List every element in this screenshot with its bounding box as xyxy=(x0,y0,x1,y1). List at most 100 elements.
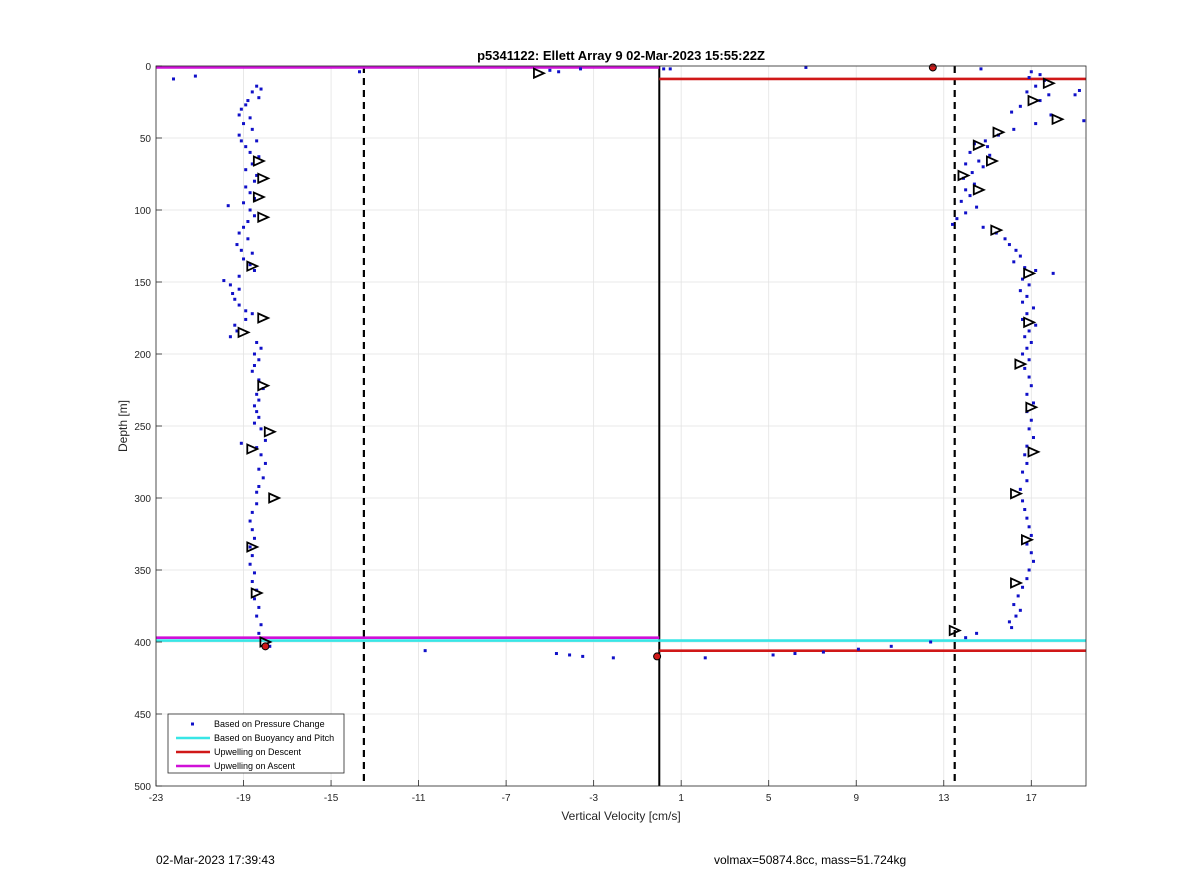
pressure-change-point xyxy=(568,653,572,657)
footer-timestamp: 02-Mar-2023 17:39:43 xyxy=(156,853,275,867)
pressure-change-point xyxy=(257,358,261,362)
pressure-change-point xyxy=(252,214,256,218)
pressure-change-point xyxy=(257,415,261,419)
pressure-change-point xyxy=(250,528,254,532)
pressure-change-point xyxy=(1018,254,1022,258)
pressure-change-point xyxy=(975,205,979,209)
pressure-change-point xyxy=(235,329,239,333)
pressure-change-point xyxy=(237,113,241,117)
pressure-change-point xyxy=(662,67,666,71)
pressure-change-point xyxy=(263,461,267,465)
pressure-change-point xyxy=(1082,119,1086,123)
pressure-change-point xyxy=(1027,358,1031,362)
pressure-change-point xyxy=(233,323,237,327)
pressure-change-point xyxy=(226,204,230,208)
pressure-change-point xyxy=(1025,346,1029,350)
pressure-change-point xyxy=(1023,508,1027,512)
triangle-marker xyxy=(257,379,271,392)
triangle-marker xyxy=(972,183,986,196)
pressure-change-point xyxy=(1029,384,1033,388)
pressure-change-point xyxy=(1029,551,1033,555)
y-tick-label: 0 xyxy=(145,62,151,73)
pressure-change-point xyxy=(1025,542,1029,546)
pressure-change-point xyxy=(252,364,256,368)
pressure-change-point xyxy=(259,427,263,431)
pressure-change-point xyxy=(250,127,254,131)
pressure-change-point xyxy=(255,173,259,177)
pressure-change-point xyxy=(1031,559,1035,563)
triangle-marker xyxy=(257,312,271,324)
pressure-change-point xyxy=(252,571,256,575)
red-markers xyxy=(261,63,937,661)
triangle-marker xyxy=(246,541,260,553)
pressure-change-point xyxy=(979,67,983,71)
pressure-change-point xyxy=(252,179,256,183)
pressure-change-point xyxy=(1018,104,1022,108)
triangle-marker xyxy=(1021,533,1035,546)
pressure-change-point xyxy=(193,74,197,78)
pressure-change-point xyxy=(1034,268,1038,272)
pressure-change-point xyxy=(248,208,252,212)
pressure-change-point xyxy=(250,162,254,166)
x-tick-label: -11 xyxy=(412,793,426,804)
pressure-change-point xyxy=(1010,626,1014,630)
pressure-change-point xyxy=(242,257,246,261)
pressure-change-point xyxy=(237,274,241,278)
pressure-change-point xyxy=(228,335,232,339)
pressure-change-point xyxy=(970,171,974,175)
triangle-marker xyxy=(986,155,1000,167)
x-tick-label: 9 xyxy=(853,793,859,804)
triangle-marker xyxy=(1027,446,1041,458)
legend: Based on Pressure Change Based on Buoyanc… xyxy=(167,713,345,774)
pressure-change-point xyxy=(964,636,968,640)
y-tick-label: 450 xyxy=(134,710,151,721)
x-tick-label: -19 xyxy=(236,793,251,804)
pressure-change-point xyxy=(1021,317,1025,321)
pressure-change-point xyxy=(172,77,176,81)
pressure-change-point xyxy=(889,644,893,648)
pressure-change-point xyxy=(1049,113,1053,117)
pressure-change-point xyxy=(581,654,585,658)
pressure-change-point xyxy=(1025,392,1029,396)
pressure-change-point xyxy=(250,90,254,94)
pressure-change-point xyxy=(1025,577,1029,581)
triangle-marker xyxy=(1023,267,1037,280)
pressure-change-point xyxy=(1021,470,1025,474)
pressure-change-point xyxy=(252,352,256,356)
pressure-change-point xyxy=(1047,93,1051,97)
pressure-change-point xyxy=(248,150,252,154)
pressure-change-point xyxy=(1021,499,1025,503)
legend-label: Based on Pressure Change xyxy=(214,719,325,729)
pressure-change-point xyxy=(244,168,248,172)
pressure-change-point xyxy=(257,96,261,100)
y-tick-label: 100 xyxy=(134,206,151,217)
legend-box xyxy=(167,713,345,774)
x-tick-label: 13 xyxy=(938,793,950,804)
pressure-change-point xyxy=(1034,84,1038,88)
pressure-change-point xyxy=(981,225,985,229)
pressure-change-point xyxy=(246,237,250,241)
y-tick-label: 350 xyxy=(134,566,151,577)
pressure-change-point xyxy=(255,84,259,88)
pressure-change-point xyxy=(968,194,972,198)
triangle-marker xyxy=(1025,401,1039,414)
pressure-change-point xyxy=(1021,585,1025,589)
pressure-change-point xyxy=(1018,289,1022,293)
pressure-change-point xyxy=(252,421,256,425)
pressure-change-point xyxy=(1025,516,1029,520)
pressure-change-point xyxy=(237,133,241,137)
pressure-change-point xyxy=(257,631,261,635)
pressure-change-point xyxy=(1007,243,1011,247)
pressure-change-point xyxy=(244,103,248,107)
chart-title: p5341122: Ellett Array 9 02-Mar-2023 15:… xyxy=(477,48,765,63)
triangle-marker xyxy=(957,169,971,182)
pressure-change-point xyxy=(1018,487,1022,491)
pressure-change-point xyxy=(259,453,263,457)
pressure-change-point xyxy=(242,122,246,126)
pressure-change-point xyxy=(1021,277,1025,281)
pressure-change-points xyxy=(172,65,1086,660)
pressure-change-point xyxy=(975,631,979,635)
pressure-change-point xyxy=(1012,127,1016,131)
pressure-change-point xyxy=(248,116,252,120)
pressure-change-point xyxy=(1029,533,1033,537)
